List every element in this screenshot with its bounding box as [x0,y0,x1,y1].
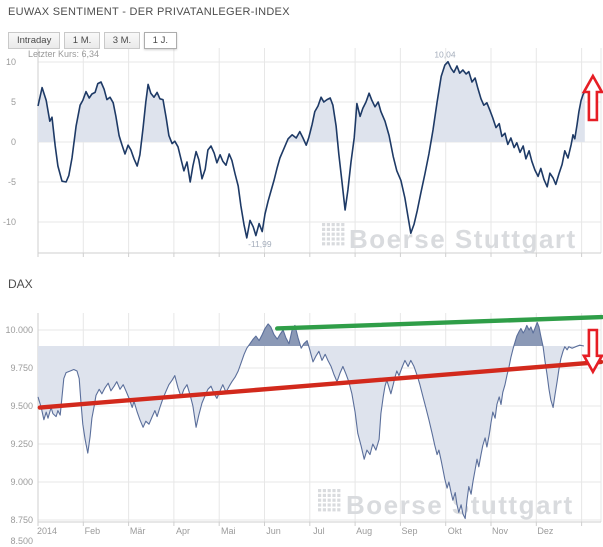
dax-chart: 10.000 9.750 9.500 9.250 9.000 8.750 8.500 2014… [5,313,603,546]
watermark-dot-grid-icon [318,508,322,512]
watermark-dot-grid-icon [332,489,336,493]
dax-y-axis-label: 9.500 [10,401,33,411]
dax-y-axis-label: 9.750 [10,363,33,373]
watermark-dot-grid-icon [337,489,341,493]
watermark-dot-grid-icon [318,503,322,507]
watermark-dot-grid-icon [326,223,330,227]
watermark-dot-grid-icon [336,242,340,246]
watermark-dot-grid-icon [332,498,336,502]
flat-resistance-trendline [274,314,603,331]
watermark-dot-grid-icon [336,232,340,236]
watermark-dot-grid-icon [322,223,326,227]
watermark-dot-grid-icon [337,498,341,502]
watermark-dot-grid-icon [322,493,326,497]
watermark-dot-grid-icon [327,498,331,502]
watermark-dot-grid-icon [331,237,335,241]
watermark-dot-grid-icon [326,227,330,231]
tab-3m[interactable]: 3 M. [103,32,141,49]
watermark-dot-grid-icon [341,223,345,227]
dax-x-axis-label: Feb [85,526,101,536]
watermark-dot-grid-icon [322,508,326,512]
watermark-dot-grid-icon [336,237,340,241]
min-value-label: -11,99 [248,239,272,249]
watermark-dot-grid-icon [332,503,336,507]
watermark-dot-grid-icon [336,227,340,231]
watermark-dot-grid-icon [326,242,330,246]
watermark-dot-grid-icon [336,223,340,227]
watermark-dot-grid-icon [331,227,335,231]
page-title: EUWAX SENTIMENT - DER PRIVATANLEGER-INDE… [8,6,290,18]
watermark-dot-grid-icon [318,498,322,502]
dax-y-axis-label: 10.000 [5,325,33,335]
watermark-dot-grid-icon [332,493,336,497]
dax-area-above-reference [248,322,584,346]
dax-x-axis-label: Jun [266,526,281,536]
watermark-text: Boerse Stuttgart [349,224,577,254]
watermark-dot-grid-icon [327,493,331,497]
dax-x-axis-label: Okt [448,526,463,536]
dax-x-axis-label: Apr [176,526,190,536]
sentiment-y-axis-label: -10 [3,217,16,227]
watermark-dot-grid-icon [337,508,341,512]
watermark-dot-grid-icon [322,498,326,502]
dax-x-axis-label: Sep [401,526,417,536]
dax-x-axis-label: Mär [130,526,146,536]
watermark-dot-grid-icon [332,508,336,512]
sentiment-area-fill [38,61,585,142]
dax-x-axis-label: Aug [356,526,372,536]
tab-intraday[interactable]: Intraday [8,32,61,49]
dax-x-axis-label: Mai [221,526,236,536]
sentiment-chart: 10 5 0 -5 -10 Boerse Stuttgart 10,04 -11,99 [3,48,603,257]
watermark-dot-grid-icon [331,232,335,236]
watermark-dot-grid-icon [326,237,330,241]
watermark-dot-grid-icon [322,489,326,493]
watermark-dot-grid-icon [331,223,335,227]
watermark-dot-grid-icon [337,503,341,507]
up-arrow [581,73,603,122]
sentiment-y-axis-label: 0 [11,137,16,147]
dax-x-axis-label: Dez [537,526,554,536]
dax-y-axis-label: 8.500 [10,536,33,546]
sentiment-y-axis-label: 5 [11,97,16,107]
tab-1j[interactable]: 1 J. [143,32,177,49]
range-selector: Intraday 1 M. 3 M. 1 J. [8,32,177,49]
sentiment-y-axis-label: -5 [8,177,16,187]
dax-x-axis-label: Jul [313,526,325,536]
boerse-stuttgart-watermark: Boerse Stuttgart [322,223,577,254]
watermark-dot-grid-icon [327,489,331,493]
dax-x-axis-label: Nov [492,526,509,536]
watermark-dot-grid-icon [341,242,345,246]
tab-1m[interactable]: 1 M. [63,32,101,49]
dax-y-axis-label: 9.250 [10,439,33,449]
watermark-dot-grid-icon [341,237,345,241]
watermark-dot-grid-icon [327,508,331,512]
watermark-dot-grid-icon [322,227,326,231]
boerse-stuttgart-watermark: Boerse Stuttgart [318,489,572,520]
down-arrow [581,328,603,375]
watermark-dot-grid-icon [322,242,326,246]
watermark-dot-grid-icon [341,232,345,236]
rising-support-trendline [37,359,603,410]
dax-title: DAX [8,277,33,291]
watermark-dot-grid-icon [322,232,326,236]
watermark-dot-grid-icon [331,242,335,246]
dax-x-axis-label: 2014 [37,526,57,536]
watermark-dot-grid-icon [327,503,331,507]
watermark-dot-grid-icon [341,227,345,231]
watermark-dot-grid-icon [322,503,326,507]
watermark-dot-grid-icon [326,232,330,236]
dax-y-axis-label: 8.750 [10,515,33,525]
watermark-dot-grid-icon [318,493,322,497]
max-value-label: 10,04 [434,50,456,60]
sentiment-line-series [37,60,586,239]
sentiment-y-axis-label: 10 [6,57,16,67]
last-price-label: Letzter Kurs: 6,34 [28,49,100,59]
dax-y-axis-label: 9.000 [10,477,33,487]
dax-area-below-reference [38,345,584,519]
watermark-dot-grid-icon [337,493,341,497]
watermark-dot-grid-icon [322,237,326,241]
watermark-dot-grid-icon [318,489,322,493]
